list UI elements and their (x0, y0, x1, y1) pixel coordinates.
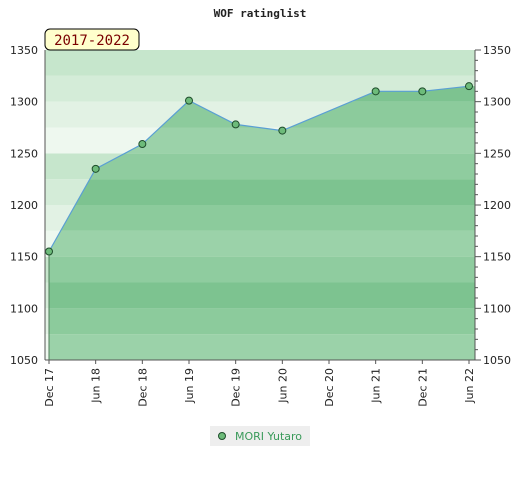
data-point (231, 120, 240, 129)
y-tick-label-left: 1250 (10, 147, 38, 160)
legend-box (210, 426, 310, 446)
area-fill-band (49, 334, 475, 360)
x-tick-label: Dec 17 (43, 368, 56, 407)
y-tick-label-left: 1050 (10, 354, 38, 367)
y-tick-label-right: 1200 (483, 199, 511, 212)
data-point (278, 126, 287, 135)
area-fill-band (49, 256, 475, 283)
y-tick-label-right: 1250 (483, 147, 511, 160)
data-point (371, 87, 380, 96)
x-tick-label: Jun 18 (90, 368, 103, 404)
x-tick-label: Jun 19 (183, 368, 196, 404)
y-tick-label-left: 1200 (10, 199, 38, 212)
y-tick-label-right: 1150 (483, 251, 511, 264)
area-fill-band (49, 205, 475, 231)
area-fill-band (49, 308, 475, 335)
area-fill-band (49, 230, 475, 257)
data-point (418, 87, 427, 96)
x-tick-label: Dec 21 (416, 368, 429, 407)
y-tick-label-right: 1300 (483, 96, 511, 109)
y-tick-label-right: 1100 (483, 302, 511, 315)
period-badge-box (44, 28, 140, 51)
tick-label-layer: 1050 1050 1100 1100 1150 1150 1200 1200 1250 1250… (10, 44, 511, 407)
legend-series-name: MORI Yutaro (235, 430, 302, 443)
period-badge: 2017-2022 (44, 28, 140, 51)
x-tick-label: Dec 20 (323, 368, 336, 407)
area-fill-band (49, 282, 475, 309)
legend: MORI Yutaro (210, 426, 310, 446)
background-band (45, 50, 475, 76)
axes-layer (44, 49, 481, 364)
x-tick-label: Jun 22 (463, 368, 476, 404)
y-tick-label-left: 1350 (10, 44, 38, 57)
data-point (91, 164, 100, 173)
y-tick-label-right: 1350 (483, 44, 511, 57)
x-tick-label: Jun 20 (276, 368, 289, 404)
x-tick-label: Dec 18 (136, 368, 149, 407)
y-tick-label-right: 1050 (483, 354, 511, 367)
x-tick-label: Dec 19 (230, 368, 243, 407)
y-tick-label-left: 1300 (10, 96, 38, 109)
data-point-layer (45, 82, 473, 256)
data-point (185, 96, 193, 105)
area-fill-band (49, 179, 475, 205)
data-point (465, 82, 473, 91)
y-tick-label-left: 1100 (10, 302, 38, 315)
chart-title: WOF ratinglist (214, 7, 307, 20)
y-tick-label-left: 1150 (10, 251, 38, 264)
data-point (45, 247, 53, 256)
legend-marker (218, 432, 226, 440)
period-badge-label: 2017-2022 (54, 33, 130, 49)
x-tick-label: Jun 21 (370, 368, 383, 404)
data-point (138, 140, 147, 149)
area-fill-band (49, 153, 475, 180)
